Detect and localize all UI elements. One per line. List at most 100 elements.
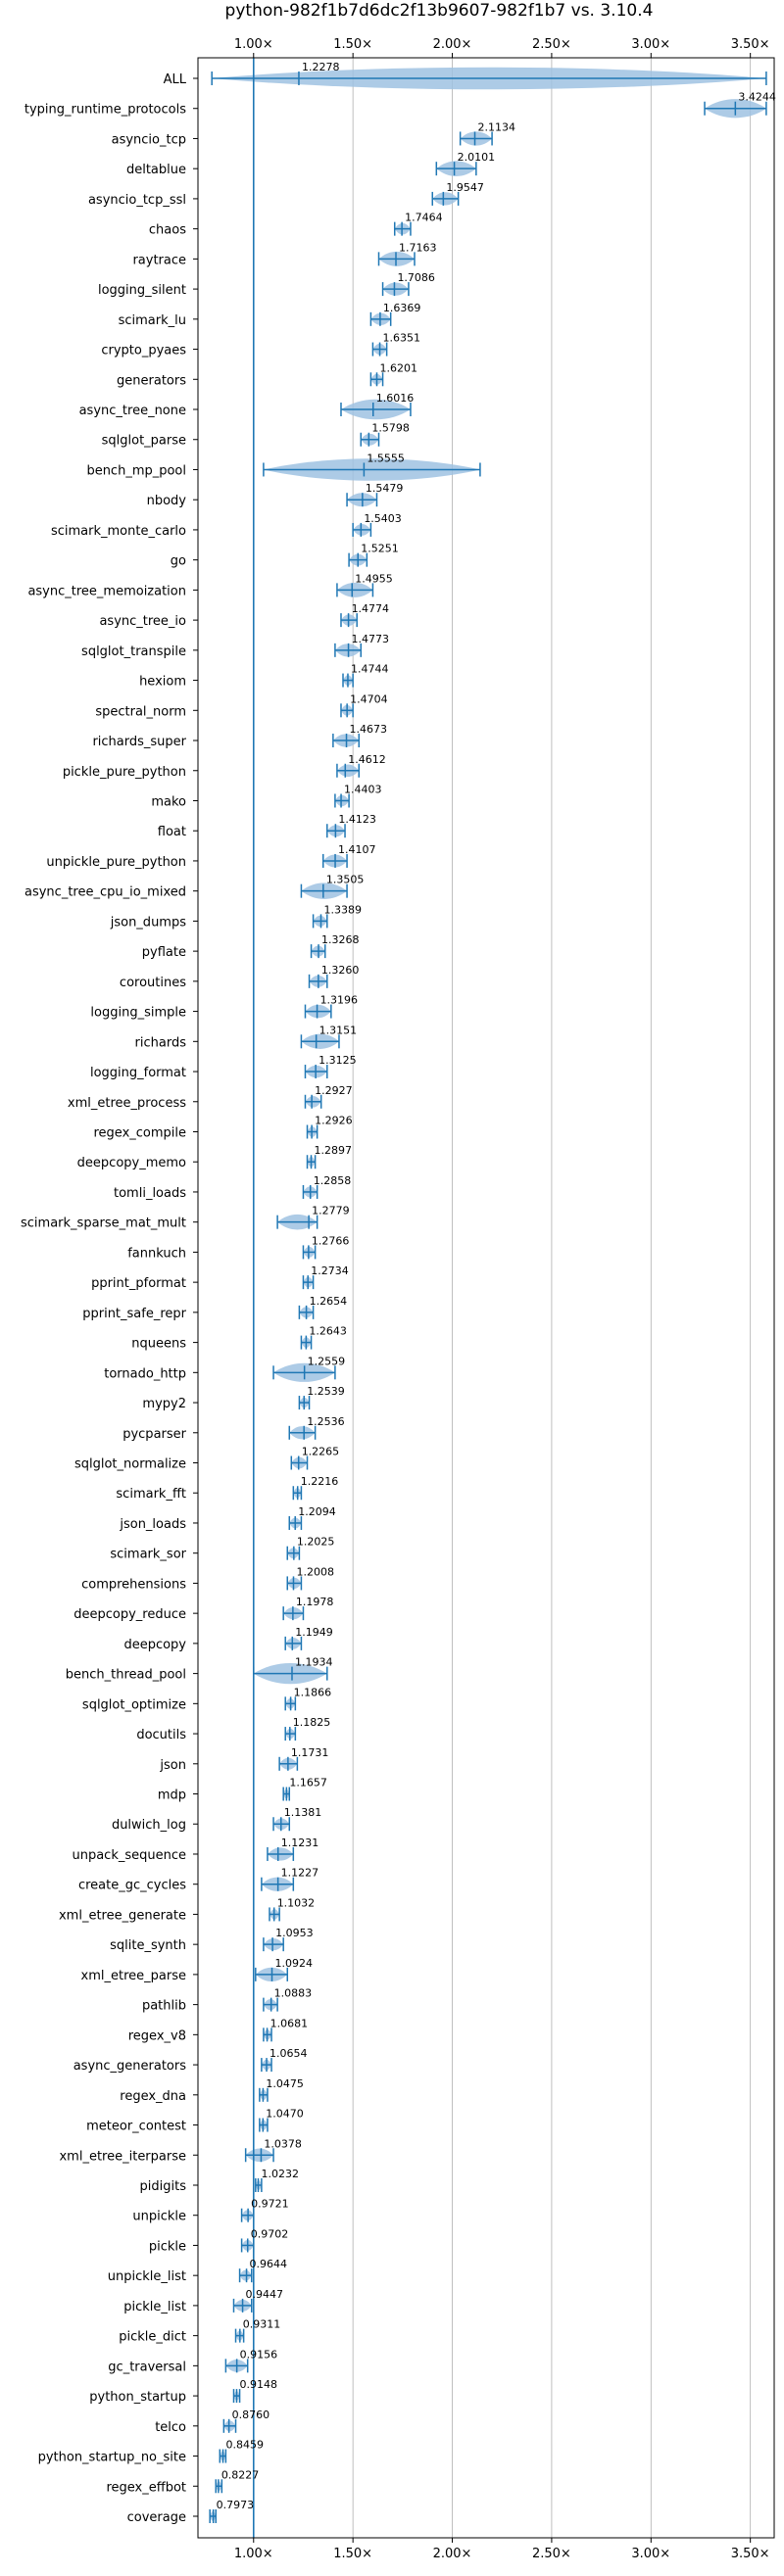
benchmark-labels: ALL 1.2278 typing_runtime_protocols 3.4244 a… xyxy=(21,61,776,2525)
benchmark-label: deepcopy_reduce xyxy=(74,1607,186,1622)
value-label: 1.1949 xyxy=(295,1626,333,1639)
value-label: 1.0883 xyxy=(274,1987,313,2000)
value-label: 0.9156 xyxy=(240,2348,278,2361)
value-label: 1.5555 xyxy=(367,452,405,464)
value-label: 1.5251 xyxy=(361,543,399,555)
benchmark-label: xml_etree_iterparse xyxy=(59,2149,186,2164)
value-label: 1.2766 xyxy=(312,1234,350,1247)
benchmark-label: asyncio_tcp_ssl xyxy=(88,193,186,208)
benchmark-label: scimark_lu xyxy=(119,313,186,328)
benchmark-label: pprint_safe_repr xyxy=(82,1307,186,1321)
value-label: 1.2779 xyxy=(312,1205,350,1217)
x-axis-ticks: 1.00× 1.50× 2.00× 2.50× 3.00× 3.50× xyxy=(234,37,770,58)
benchmark-label: pickle_pure_python xyxy=(63,765,186,780)
value-label: 1.9547 xyxy=(446,181,484,194)
value-label: 1.2734 xyxy=(311,1264,349,1277)
violins xyxy=(209,67,767,2523)
benchmark-label: regex_effbot xyxy=(106,2480,186,2495)
x-tick-label: 3.00× xyxy=(631,37,670,52)
benchmark-label: docutils xyxy=(136,1728,186,1742)
value-label: 1.7086 xyxy=(397,271,435,284)
value-label: 1.2539 xyxy=(307,1385,345,1398)
benchmark-label: generators xyxy=(117,373,186,388)
value-label: 1.4744 xyxy=(351,663,389,676)
value-label: 0.8227 xyxy=(221,2468,260,2481)
value-label: 3.4244 xyxy=(738,91,776,104)
value-label: 1.1978 xyxy=(296,1596,334,1608)
value-label: 1.1825 xyxy=(293,1716,331,1729)
benchmark-label: sqlglot_transpile xyxy=(81,644,186,659)
benchmark-label: pathlib xyxy=(142,1999,186,2014)
value-label: 0.9721 xyxy=(251,2198,289,2211)
value-label: 1.7464 xyxy=(405,212,443,224)
value-label: 1.6369 xyxy=(383,302,421,314)
benchmark-label: chaos xyxy=(149,223,186,238)
benchmark-label: async_tree_memoization xyxy=(27,584,186,598)
x-tick-label: 1.50× xyxy=(333,2547,372,2561)
plot-frame xyxy=(197,57,775,2539)
value-label: 1.3389 xyxy=(323,903,362,916)
benchmark-label: coroutines xyxy=(120,976,186,990)
benchmark-label: logging_silent xyxy=(98,283,186,298)
benchmark-label: unpickle_pure_python xyxy=(46,855,186,870)
value-label: 1.0654 xyxy=(270,2047,308,2060)
benchmark-label: pidigits xyxy=(140,2179,187,2194)
x-tick-label: 1.00× xyxy=(234,37,273,52)
benchmark-label: xml_etree_generate xyxy=(59,1908,186,1923)
value-label: 1.2643 xyxy=(309,1325,347,1338)
benchmark-label: async_tree_io xyxy=(99,614,186,629)
benchmark-label: pickle_list xyxy=(123,2300,186,2314)
benchmark-label: tomli_loads xyxy=(114,1186,186,1201)
value-label: 1.3268 xyxy=(321,933,360,946)
value-label: 0.9311 xyxy=(243,2318,281,2331)
benchmark-label: richards_super xyxy=(92,735,186,749)
benchmark-label: pickle xyxy=(149,2239,186,2254)
x-tick-label: 3.50× xyxy=(731,37,770,52)
benchmark-label: hexiom xyxy=(139,675,186,690)
benchmark-label: xml_etree_parse xyxy=(81,1969,186,1983)
benchmark-label: json_dumps xyxy=(110,915,186,930)
benchmark-label: async_tree_cpu_io_mixed xyxy=(24,885,186,900)
x-tick-label: 1.50× xyxy=(333,37,372,52)
value-label: 1.4955 xyxy=(355,572,393,585)
value-label: 1.4403 xyxy=(344,783,382,795)
value-label: 0.8459 xyxy=(226,2439,265,2452)
value-label: 1.1381 xyxy=(284,1806,322,1819)
x-tick-label: 3.50× xyxy=(731,2547,770,2561)
value-label: 1.1866 xyxy=(294,1686,332,1698)
x-tick-label: 2.50× xyxy=(532,2547,571,2561)
benchmark-label: ALL xyxy=(164,72,187,87)
benchmark-label: crypto_pyaes xyxy=(101,344,186,358)
value-label: 1.2008 xyxy=(296,1565,334,1578)
benchmark-label: json_loads xyxy=(119,1517,186,1532)
benchmark-label: pycparser xyxy=(122,1427,186,1442)
benchmark-label: mdp xyxy=(158,1789,186,1803)
benchmark-label: regex_v8 xyxy=(128,2028,186,2043)
benchmark-label: tornado_http xyxy=(104,1366,186,1381)
benchmark-label: mypy2 xyxy=(142,1397,186,1411)
benchmark-label: float xyxy=(158,825,186,839)
value-label: 1.0232 xyxy=(261,2168,299,2180)
value-label: 0.9644 xyxy=(250,2258,288,2270)
benchmark-label: gc_traversal xyxy=(108,2360,186,2374)
chart-title: python-982f1b7d6dc2f13b9607-982f1b7 vs. … xyxy=(225,1,654,21)
value-label: 1.1657 xyxy=(289,1777,327,1789)
x-tick-label: 2.50× xyxy=(532,37,571,52)
benchmark-label: fannkuch xyxy=(127,1246,186,1261)
benchmark-label: typing_runtime_protocols xyxy=(24,103,186,118)
value-label: 1.2897 xyxy=(315,1144,353,1157)
benchmark-label: nbody xyxy=(147,494,187,508)
value-label: 1.6016 xyxy=(376,392,415,405)
value-label: 1.0681 xyxy=(270,2017,309,2029)
benchmark-label: scimark_sparse_mat_mult xyxy=(21,1216,186,1231)
x-tick-label: 2.00× xyxy=(433,37,472,52)
benchmark-label: spectral_norm xyxy=(95,704,186,719)
value-label: 1.4123 xyxy=(338,813,376,826)
benchmark-label: json xyxy=(159,1758,186,1773)
benchmark-label: bench_thread_pool xyxy=(66,1668,186,1683)
benchmark-label: deltablue xyxy=(126,163,186,177)
value-label: 1.5403 xyxy=(364,512,402,525)
value-label: 1.1227 xyxy=(281,1867,319,1880)
benchmark-label: deepcopy xyxy=(123,1638,186,1652)
